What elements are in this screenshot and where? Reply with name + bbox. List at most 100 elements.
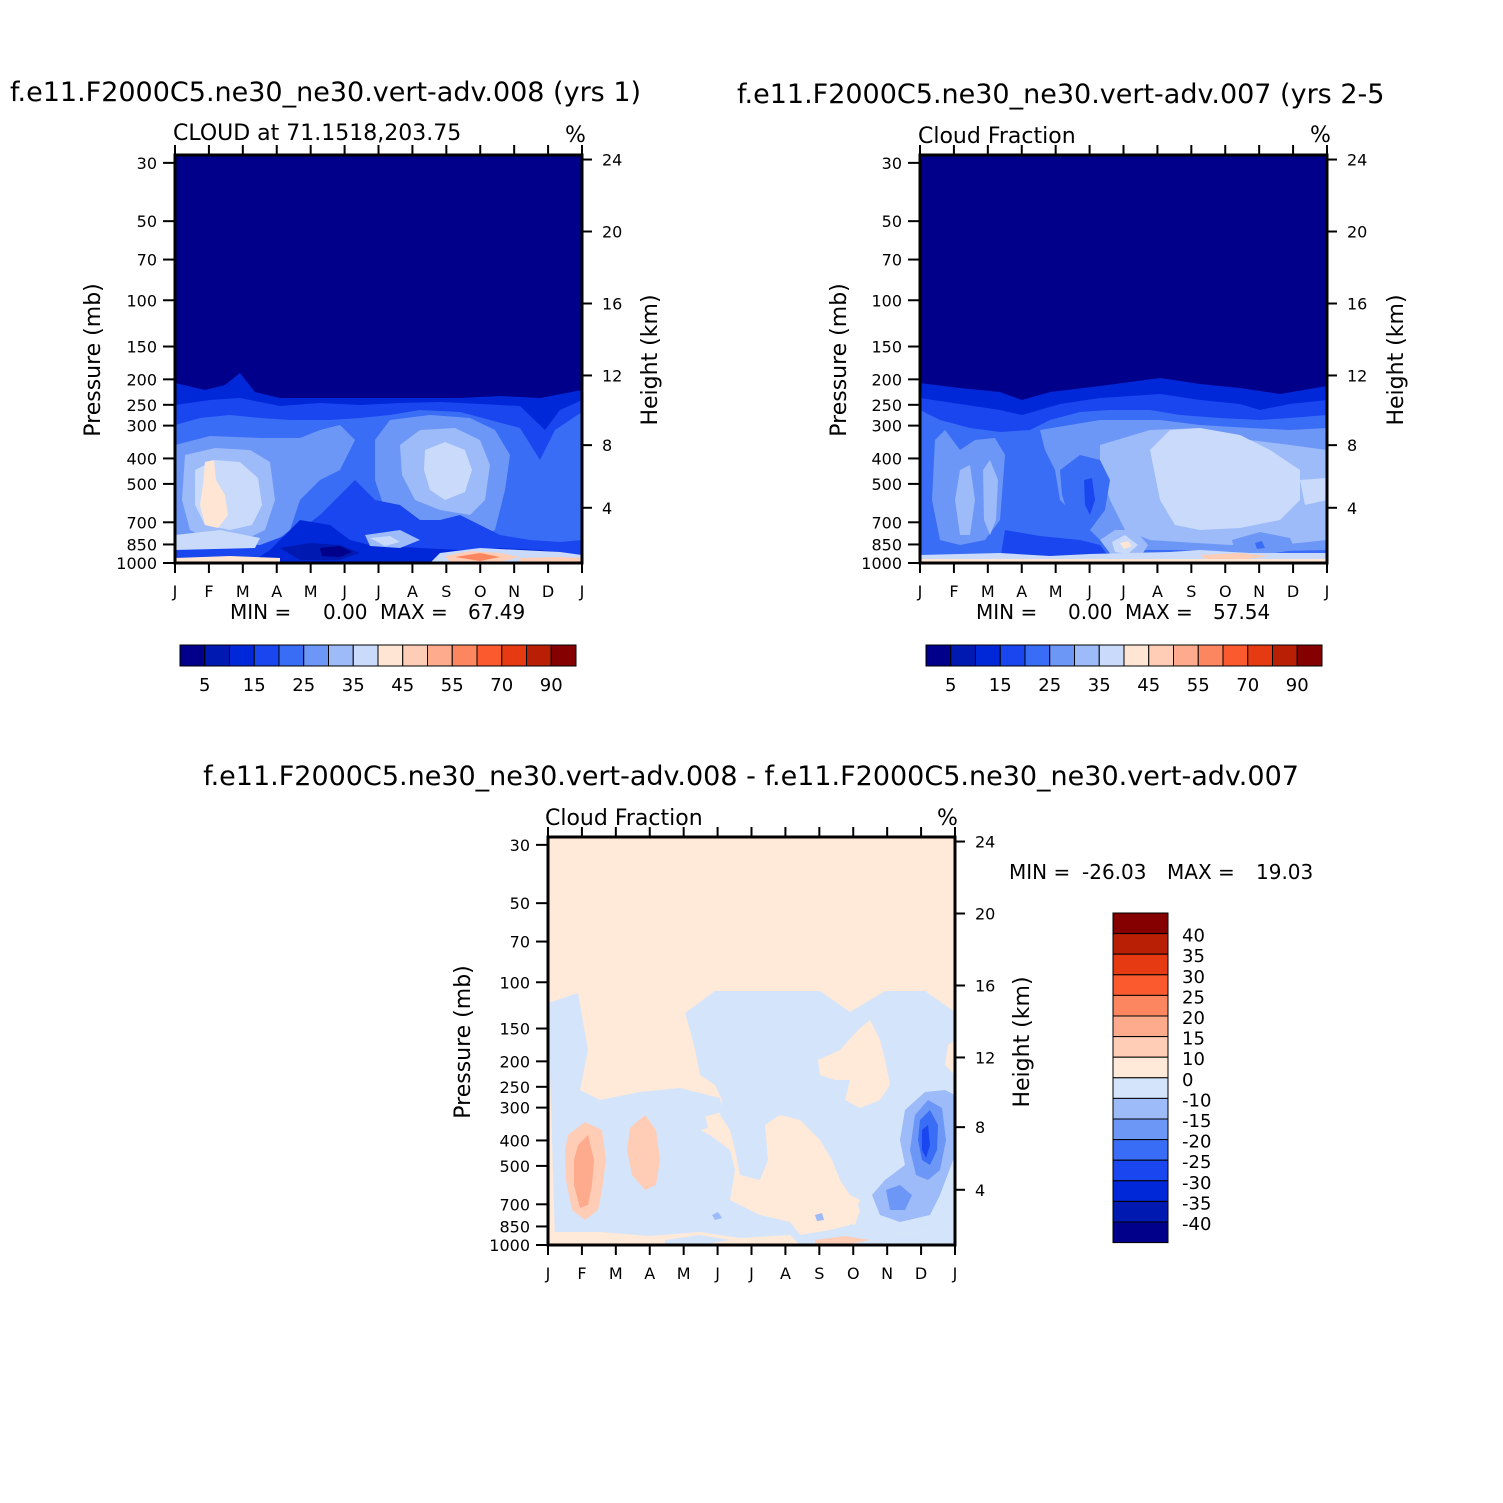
colorbar-label: 5	[199, 675, 210, 696]
panel-1-max-label: MAX =	[380, 600, 448, 624]
month-tick-label: J	[1324, 582, 1330, 601]
panel-2-min-value: 0.00	[1068, 600, 1113, 624]
panel-3-min-label: MIN =	[1009, 860, 1070, 884]
colorbar-label: 15	[1182, 1029, 1205, 1050]
month-tick-label: S	[441, 582, 451, 601]
pressure-tick-label: 850	[126, 535, 157, 554]
colorbar-label: 35	[1182, 946, 1205, 967]
colorbar-swatch	[1112, 1118, 1169, 1141]
month-tick-label: A	[644, 1264, 655, 1283]
pressure-tick-label: 150	[126, 338, 157, 357]
pressure-tick-label: 50	[137, 212, 157, 231]
month-tick-label: A	[271, 582, 282, 601]
colorbar-swatch	[253, 644, 280, 667]
colorbar-swatch	[1112, 1056, 1169, 1079]
colorbar-label: 15	[989, 675, 1012, 696]
colorbar-label: -15	[1182, 1111, 1211, 1132]
colorbar-swatch	[1112, 912, 1169, 935]
colorbar-label: 90	[540, 675, 563, 696]
panel-1-ylabel: Pressure (mb)	[81, 283, 106, 437]
pressure-tick-label: 200	[871, 370, 902, 389]
colorbar-swatch	[1112, 1097, 1169, 1120]
month-tick-label: A	[780, 1264, 791, 1283]
panel-3-y2label: Height (km)	[1010, 976, 1035, 1107]
pressure-tick-label: 100	[126, 291, 157, 310]
colorbar-swatch	[204, 644, 230, 667]
panel-1-units: %	[565, 123, 586, 148]
pressure-tick-label: 50	[510, 894, 530, 913]
panel-2-subtitle: Cloud Fraction	[918, 124, 1076, 149]
pressure-tick-label: 500	[126, 475, 157, 494]
colorbar-swatch	[1112, 953, 1169, 976]
colorbar-swatch	[501, 644, 527, 667]
colorbar-label: 45	[1137, 675, 1160, 696]
pressure-tick-label: 400	[126, 449, 157, 468]
month-tick-label: D	[542, 582, 554, 601]
colorbar-swatch	[1112, 1139, 1169, 1161]
panel-1-colorbar: 5 15 25 35 45 55 70 90	[179, 644, 577, 696]
colorbar-swatch	[352, 644, 379, 667]
month-tick-label: A	[407, 582, 418, 601]
pressure-tick-label: 200	[499, 1052, 530, 1071]
pressure-tick-label: 150	[871, 338, 902, 357]
colorbar-swatch	[1112, 933, 1169, 955]
pressure-tick-label: 1000	[116, 554, 157, 573]
panel-3-max-label: MAX =	[1167, 860, 1235, 884]
month-tick-label: M	[609, 1264, 623, 1283]
height-tick-label: 24	[975, 833, 995, 852]
colorbar-label: 55	[1187, 675, 1210, 696]
panel-3-contour-field	[548, 837, 955, 1245]
height-tick-label: 20	[602, 223, 622, 242]
panel-3-min-value: -26.03	[1082, 860, 1146, 884]
colorbar-swatch	[1098, 644, 1125, 667]
pressure-tick-label: 300	[871, 417, 902, 436]
panel-3-subtitle: Cloud Fraction	[545, 806, 703, 831]
colorbar-swatch	[402, 644, 428, 667]
panel-1-title: f.e11.F2000C5.ne30_ne30.vert-adv.008 (yr…	[10, 77, 641, 108]
colorbar-swatch	[1112, 1159, 1169, 1182]
month-tick-label: J	[917, 582, 923, 601]
height-tick-label: 8	[975, 1118, 985, 1137]
panel-2-max-value: 57.54	[1213, 600, 1270, 624]
colorbar-label: -25	[1182, 1152, 1211, 1173]
panel-2-colorbar: 5 15 25 35 45 55 70 90	[925, 644, 1323, 696]
colorbar-label: -35	[1182, 1193, 1211, 1214]
colorbar-label: 25	[1182, 987, 1205, 1008]
panel-1-min-label: MIN =	[230, 600, 291, 624]
height-tick-label: 4	[1347, 499, 1357, 518]
pressure-tick-label: 500	[871, 475, 902, 494]
month-tick-label: M	[1049, 582, 1063, 601]
colorbar-label: -20	[1182, 1132, 1211, 1153]
height-tick-label: 8	[1347, 436, 1357, 455]
month-tick-label: O	[847, 1264, 860, 1283]
colorbar-label: 35	[342, 675, 365, 696]
colorbar-swatch	[1112, 1015, 1169, 1038]
month-tick-label: J	[341, 582, 347, 601]
pressure-tick-label: 70	[510, 933, 530, 952]
colorbar-swatch	[1296, 644, 1323, 667]
panel-3-max-value: 19.03	[1256, 860, 1313, 884]
month-tick-label: D	[915, 1264, 927, 1283]
month-tick-label: O	[474, 582, 487, 601]
colorbar-swatch	[1247, 644, 1273, 667]
panel-1-min-value: 0.00	[323, 600, 368, 624]
panel-2-ylabel: Pressure (mb)	[827, 283, 852, 437]
pressure-tick-label: 30	[137, 154, 157, 173]
colorbar-swatch	[1148, 644, 1174, 667]
height-tick-label: 16	[975, 976, 995, 995]
panel-2: f.e11.F2000C5.ne30_ne30.vert-adv.007 (yr…	[737, 79, 1409, 696]
pressure-tick-label: 250	[126, 396, 157, 415]
colorbar-swatch	[1024, 644, 1051, 667]
month-tick-label: S	[1186, 582, 1196, 601]
height-tick-label: 16	[602, 294, 622, 313]
panel-1-subtitle: CLOUD at 71.1518,203.75	[173, 121, 461, 146]
panel-3-ylabel: Pressure (mb)	[451, 965, 476, 1119]
colorbar-label: 15	[243, 675, 266, 696]
pressure-tick-label: 100	[871, 291, 902, 310]
month-tick-label: F	[577, 1264, 586, 1283]
month-tick-label: J	[375, 582, 381, 601]
colorbar-swatch	[328, 644, 354, 667]
pressure-tick-label: 30	[882, 154, 902, 173]
colorbar-label: 25	[1038, 675, 1061, 696]
